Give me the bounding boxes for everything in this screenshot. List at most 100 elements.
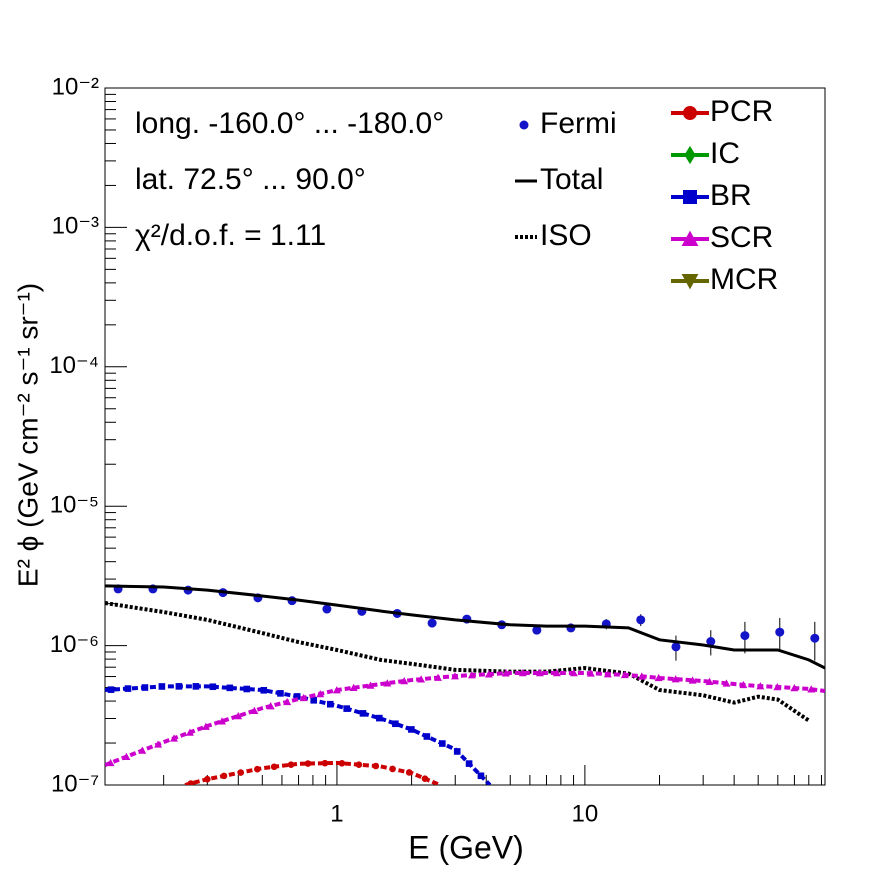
line-marker: [392, 720, 399, 728]
line-marker: [226, 684, 234, 692]
line-marker: [237, 769, 244, 776]
line-marker: [773, 682, 782, 691]
y-tick-label: 10⁻⁴: [49, 352, 99, 379]
y-tick-label: 10⁻²: [52, 73, 99, 100]
line-marker: [688, 676, 697, 684]
annotation: lat. 72.5° ... 90.0°: [135, 163, 366, 196]
line-marker: [326, 700, 334, 708]
line-marker: [338, 760, 346, 767]
line-marker: [122, 752, 131, 760]
data-point: [810, 633, 820, 643]
line-marker: [484, 670, 493, 678]
line-marker: [170, 734, 178, 742]
y-tick-label: 10⁻⁶: [50, 631, 99, 658]
line-marker: [310, 696, 318, 704]
data-point: [322, 604, 332, 614]
line-marker: [266, 702, 275, 710]
annotation: χ²/d.o.f. = 1.11: [135, 219, 326, 252]
y-tick-label: 10⁻³: [52, 213, 99, 240]
line-marker: [408, 726, 415, 733]
line-marker: [807, 685, 816, 693]
line-marker: [332, 686, 341, 694]
line-marker: [671, 675, 680, 683]
line-marker: [535, 669, 544, 677]
legend-marker: [681, 230, 699, 246]
line-marker: [389, 765, 396, 773]
series-line: [184, 760, 441, 785]
line-marker: [654, 673, 663, 682]
line-marker: [192, 683, 200, 690]
data-point: [706, 637, 716, 647]
line-marker: [518, 669, 527, 677]
series-line: [105, 584, 825, 670]
legend-label: Fermi: [540, 107, 617, 140]
line-marker: [260, 686, 268, 694]
line-marker: [417, 675, 426, 683]
line-marker: [270, 763, 278, 771]
line-marker: [158, 683, 166, 690]
legend-label: SCR: [710, 221, 773, 254]
y-tick-label: 10⁻⁵: [50, 492, 99, 519]
line-marker: [287, 761, 295, 768]
data-point: [671, 642, 681, 652]
line-marker: [124, 685, 132, 692]
line-marker: [477, 772, 485, 780]
line-marker: [321, 759, 329, 767]
data-point: [636, 615, 646, 625]
line-marker: [450, 672, 459, 680]
data-point: [532, 625, 542, 635]
x-tick-label: 1: [330, 800, 343, 827]
line-marker: [299, 693, 308, 702]
line-marker: [722, 679, 731, 687]
line-marker: [234, 712, 243, 720]
line-marker: [277, 690, 284, 697]
legend-label: MCR: [710, 263, 778, 296]
line-marker: [243, 685, 251, 693]
line-marker: [372, 762, 380, 770]
legend-label: BR: [710, 179, 752, 212]
data-point: [427, 618, 437, 628]
legend-marker: [683, 190, 697, 204]
data-point: [740, 631, 750, 641]
line-marker: [349, 683, 358, 692]
line-marker: [359, 710, 367, 717]
legend-label: Total: [540, 163, 603, 196]
line-marker: [107, 686, 115, 693]
line-marker: [705, 677, 714, 685]
line-marker: [552, 669, 561, 677]
line-marker: [209, 683, 217, 691]
line-marker: [756, 682, 765, 690]
line-marker: [790, 684, 799, 692]
line-marker: [739, 680, 748, 689]
line-marker: [376, 714, 383, 722]
plot-area: [105, 584, 825, 785]
line-marker: [343, 705, 350, 712]
legend-label: ISO: [540, 219, 592, 252]
line-marker: [400, 677, 409, 685]
line-marker: [154, 740, 163, 748]
line-marker: [434, 673, 442, 681]
line-marker: [138, 746, 147, 754]
data-point: [775, 627, 785, 637]
line-marker: [220, 772, 228, 780]
plot-frame: [104, 87, 826, 786]
x-tick-label: 10: [572, 800, 599, 827]
line-marker: [185, 728, 194, 736]
line-marker: [439, 740, 446, 747]
line-marker: [383, 679, 392, 687]
line-marker: [293, 693, 301, 700]
line-marker: [637, 672, 646, 680]
line-marker: [304, 760, 312, 767]
line-marker: [467, 671, 476, 679]
y-tick-label: 10⁻⁷: [51, 770, 99, 797]
line-marker: [218, 717, 226, 725]
annotation: long. -160.0° ... -180.0°: [135, 107, 444, 140]
line-marker: [453, 748, 461, 755]
line-marker: [366, 681, 375, 689]
legend-marker: [684, 145, 696, 165]
line-marker: [603, 670, 612, 678]
series-line: [105, 684, 492, 785]
legend-marker: [681, 274, 699, 290]
